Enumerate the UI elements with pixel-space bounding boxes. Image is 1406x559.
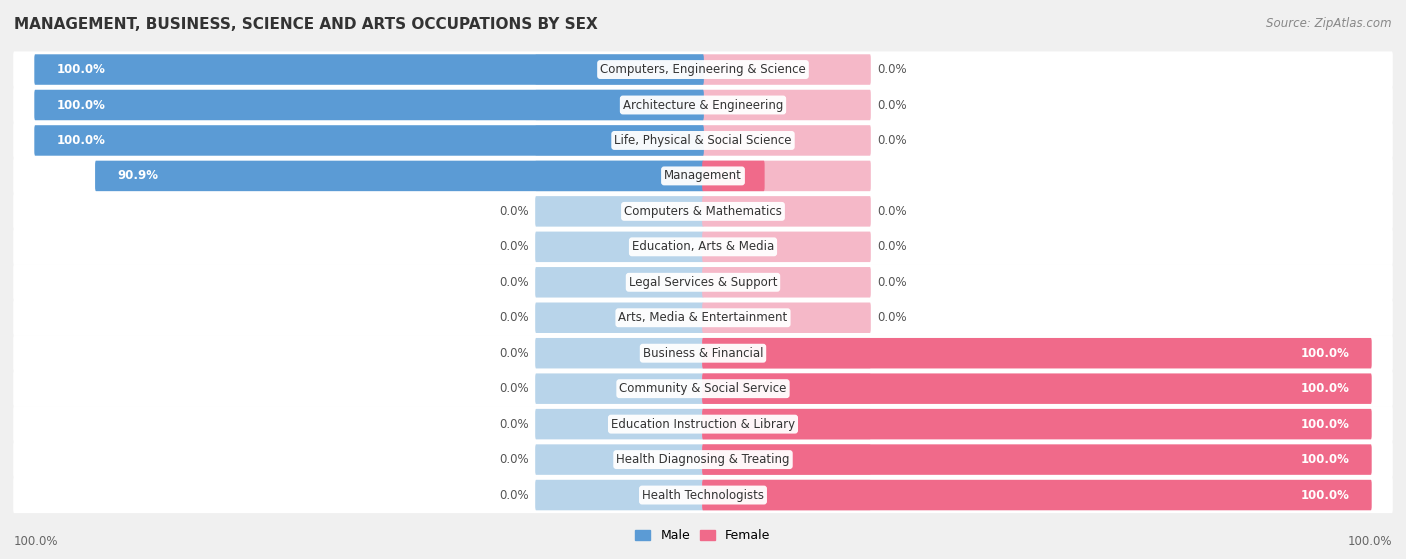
FancyBboxPatch shape (13, 229, 1393, 265)
Text: 0.0%: 0.0% (499, 382, 529, 395)
Text: Computers & Mathematics: Computers & Mathematics (624, 205, 782, 218)
Text: 9.1%: 9.1% (710, 169, 742, 182)
FancyBboxPatch shape (34, 54, 704, 85)
Text: Arts, Media & Entertainment: Arts, Media & Entertainment (619, 311, 787, 324)
Text: 0.0%: 0.0% (499, 418, 529, 430)
Text: 0.0%: 0.0% (877, 98, 907, 111)
Text: 0.0%: 0.0% (877, 63, 907, 76)
FancyBboxPatch shape (702, 338, 870, 368)
Text: 0.0%: 0.0% (877, 240, 907, 253)
FancyBboxPatch shape (702, 409, 870, 439)
Text: 100.0%: 100.0% (1301, 382, 1350, 395)
FancyBboxPatch shape (702, 90, 870, 120)
FancyBboxPatch shape (13, 477, 1393, 513)
FancyBboxPatch shape (536, 231, 704, 262)
FancyBboxPatch shape (702, 480, 1372, 510)
Text: Management: Management (664, 169, 742, 182)
FancyBboxPatch shape (536, 125, 704, 156)
FancyBboxPatch shape (13, 406, 1393, 442)
FancyBboxPatch shape (13, 51, 1393, 88)
Text: 100.0%: 100.0% (1347, 535, 1392, 548)
FancyBboxPatch shape (702, 54, 870, 85)
Text: Life, Physical & Social Science: Life, Physical & Social Science (614, 134, 792, 147)
FancyBboxPatch shape (536, 267, 704, 297)
Text: Community & Social Service: Community & Social Service (619, 382, 787, 395)
Text: 0.0%: 0.0% (499, 311, 529, 324)
Text: 100.0%: 100.0% (1301, 453, 1350, 466)
FancyBboxPatch shape (536, 409, 704, 439)
FancyBboxPatch shape (702, 373, 870, 404)
Text: 100.0%: 100.0% (14, 535, 59, 548)
FancyBboxPatch shape (702, 302, 870, 333)
Text: Education, Arts & Media: Education, Arts & Media (631, 240, 775, 253)
FancyBboxPatch shape (536, 338, 704, 368)
Text: Education Instruction & Library: Education Instruction & Library (612, 418, 794, 430)
Text: Health Technologists: Health Technologists (643, 489, 763, 501)
FancyBboxPatch shape (702, 231, 870, 262)
FancyBboxPatch shape (702, 444, 1372, 475)
Text: Source: ZipAtlas.com: Source: ZipAtlas.com (1267, 17, 1392, 30)
FancyBboxPatch shape (34, 90, 704, 120)
Text: 90.9%: 90.9% (117, 169, 157, 182)
Text: 100.0%: 100.0% (1301, 347, 1350, 359)
FancyBboxPatch shape (13, 442, 1393, 478)
FancyBboxPatch shape (13, 300, 1393, 336)
FancyBboxPatch shape (536, 90, 704, 120)
FancyBboxPatch shape (702, 125, 870, 156)
Text: 100.0%: 100.0% (1301, 418, 1350, 430)
Text: 0.0%: 0.0% (499, 276, 529, 289)
FancyBboxPatch shape (13, 158, 1393, 194)
Text: 0.0%: 0.0% (499, 489, 529, 501)
FancyBboxPatch shape (96, 160, 704, 191)
FancyBboxPatch shape (536, 160, 704, 191)
Text: Architecture & Engineering: Architecture & Engineering (623, 98, 783, 111)
Text: Legal Services & Support: Legal Services & Support (628, 276, 778, 289)
Text: 0.0%: 0.0% (877, 276, 907, 289)
Text: 100.0%: 100.0% (56, 134, 105, 147)
FancyBboxPatch shape (536, 480, 704, 510)
Text: 0.0%: 0.0% (877, 134, 907, 147)
Text: 0.0%: 0.0% (499, 240, 529, 253)
FancyBboxPatch shape (702, 444, 870, 475)
FancyBboxPatch shape (702, 338, 1372, 368)
Text: 0.0%: 0.0% (499, 453, 529, 466)
Text: MANAGEMENT, BUSINESS, SCIENCE AND ARTS OCCUPATIONS BY SEX: MANAGEMENT, BUSINESS, SCIENCE AND ARTS O… (14, 17, 598, 32)
FancyBboxPatch shape (13, 87, 1393, 123)
FancyBboxPatch shape (702, 409, 1372, 439)
FancyBboxPatch shape (34, 125, 704, 156)
FancyBboxPatch shape (13, 193, 1393, 229)
FancyBboxPatch shape (13, 335, 1393, 371)
FancyBboxPatch shape (536, 373, 704, 404)
Text: 0.0%: 0.0% (877, 311, 907, 324)
Text: Business & Financial: Business & Financial (643, 347, 763, 359)
FancyBboxPatch shape (536, 54, 704, 85)
FancyBboxPatch shape (702, 267, 870, 297)
FancyBboxPatch shape (13, 122, 1393, 159)
FancyBboxPatch shape (536, 444, 704, 475)
Text: Health Diagnosing & Treating: Health Diagnosing & Treating (616, 453, 790, 466)
FancyBboxPatch shape (702, 480, 870, 510)
FancyBboxPatch shape (702, 373, 1372, 404)
FancyBboxPatch shape (536, 196, 704, 226)
Text: 100.0%: 100.0% (56, 98, 105, 111)
Text: 0.0%: 0.0% (499, 347, 529, 359)
FancyBboxPatch shape (702, 196, 870, 226)
Text: Computers, Engineering & Science: Computers, Engineering & Science (600, 63, 806, 76)
FancyBboxPatch shape (13, 371, 1393, 407)
Text: 100.0%: 100.0% (1301, 489, 1350, 501)
FancyBboxPatch shape (13, 264, 1393, 300)
FancyBboxPatch shape (702, 160, 765, 191)
Legend: Male, Female: Male, Female (630, 524, 776, 547)
Text: 100.0%: 100.0% (56, 63, 105, 76)
FancyBboxPatch shape (702, 160, 870, 191)
FancyBboxPatch shape (536, 302, 704, 333)
Text: 0.0%: 0.0% (877, 205, 907, 218)
Text: 0.0%: 0.0% (499, 205, 529, 218)
